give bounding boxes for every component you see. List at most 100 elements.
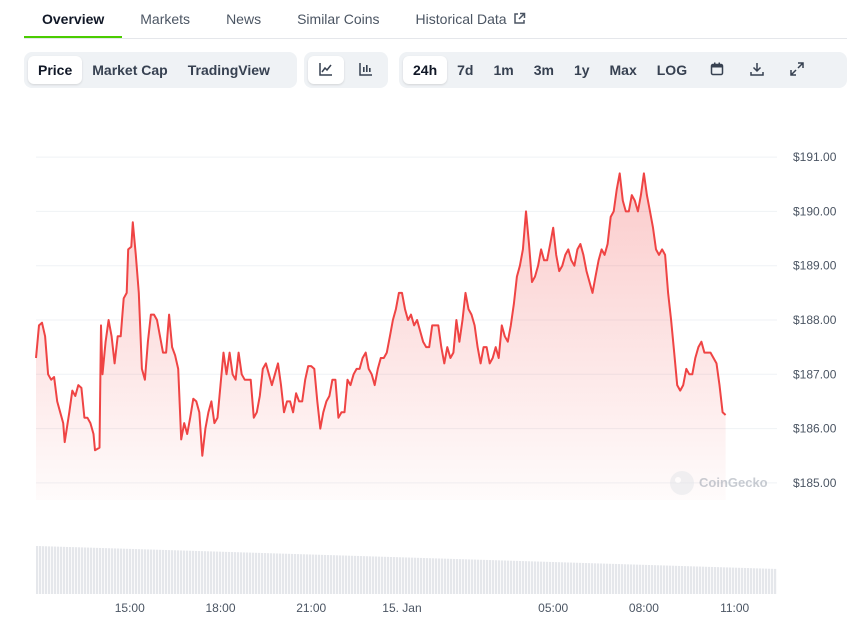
volume-bar [708, 566, 711, 594]
volume-bar [132, 548, 135, 594]
tradingview-view-button[interactable]: TradingView [187, 62, 270, 78]
volume-bar [264, 553, 267, 594]
tab-overview[interactable]: Overview [24, 0, 123, 38]
line-chart-button[interactable] [308, 56, 344, 84]
volume-bar [501, 560, 504, 594]
range-3m-button[interactable]: 3m [533, 62, 554, 78]
volume-bar [444, 558, 447, 594]
range-1m-button[interactable]: 1m [493, 62, 514, 78]
volume-bar [36, 546, 39, 594]
volume-bar [612, 563, 615, 594]
volume-bar [561, 562, 564, 594]
volume-bar [582, 562, 585, 594]
volume-bar [528, 561, 531, 594]
volume-bar [117, 548, 120, 594]
price-area [36, 173, 726, 500]
volume-bar [381, 556, 384, 594]
volume-bar [600, 563, 603, 594]
tab-markets-label: Markets [140, 10, 191, 27]
volume-bar [486, 559, 489, 594]
volume-bar [81, 547, 84, 594]
volume-bar [426, 558, 429, 594]
volume-bar [375, 556, 378, 594]
volume-bar [666, 565, 669, 594]
volume-bar [399, 557, 402, 594]
range-24h-button[interactable]: 24h [403, 56, 448, 84]
volume-bar [225, 551, 228, 594]
volume-bar [759, 568, 762, 594]
range-max-button[interactable]: Max [609, 62, 637, 78]
volume-bar [45, 546, 48, 594]
volume-bar [261, 552, 264, 594]
volume-bar [633, 564, 636, 594]
tab-historical-data[interactable]: Historical Data [398, 0, 544, 37]
tab-markets[interactable]: Markets [122, 0, 208, 37]
tab-news-label: News [226, 10, 262, 27]
volume-bar [174, 550, 177, 594]
volume-bar [114, 548, 117, 594]
volume-bar [156, 549, 159, 594]
volume-bar [378, 556, 381, 594]
volume-bar [753, 568, 756, 594]
tab-news[interactable]: News [208, 0, 279, 37]
price-view-button[interactable]: Price [28, 56, 83, 84]
volume-bar [555, 562, 558, 594]
volume-bar [60, 546, 63, 594]
tab-similar-coins[interactable]: Similar Coins [279, 0, 397, 37]
volume-bar [471, 559, 474, 594]
log-scale-button[interactable]: LOG [656, 62, 688, 78]
volume-bar [255, 552, 258, 594]
volume-bar [738, 567, 741, 594]
volume-bar [450, 558, 453, 594]
volume-bar [615, 563, 618, 594]
volume-bar [165, 550, 168, 594]
volume-bar [588, 563, 591, 594]
volume-bar [258, 552, 261, 594]
watermark-text: CoinGecko [699, 475, 768, 490]
candlestick-icon [358, 61, 374, 80]
y-tick-label: $186.00 [793, 422, 837, 436]
calendar-button[interactable] [697, 56, 737, 84]
volume-bar [384, 556, 387, 594]
volume-bar [423, 558, 426, 594]
volume-bar [513, 560, 516, 594]
volume-bar [39, 546, 42, 594]
volume-bar [489, 560, 492, 594]
volume-bar [606, 563, 609, 594]
volume-bar [369, 556, 372, 594]
volume-bar [447, 558, 450, 594]
volume-bar [567, 562, 570, 594]
volume-bar [663, 565, 666, 594]
volume-bar [540, 561, 543, 594]
candlestick-button[interactable] [348, 56, 384, 84]
volume-bar [675, 565, 678, 594]
volume-bar [360, 556, 363, 594]
volume-bar [111, 548, 114, 594]
volume-bar [90, 547, 93, 594]
x-tick-label: 11:00 [720, 601, 749, 615]
volume-bar [507, 560, 510, 594]
volume-bar [213, 551, 216, 594]
range-1y-button[interactable]: 1y [573, 62, 590, 78]
download-button[interactable] [737, 56, 777, 84]
volume-bar [654, 565, 657, 594]
price-chart[interactable]: $191.00 $190.00 $189.00 $188.00 $187.00 $186.… [0, 100, 847, 631]
expand-icon [790, 61, 804, 79]
volume-bar [246, 552, 249, 594]
volume-bar [99, 547, 102, 594]
volume-bar [750, 568, 753, 594]
tab-similar-coins-label: Similar Coins [297, 10, 380, 27]
volume-bar [273, 553, 276, 594]
volume-bar [330, 555, 333, 594]
volume-bar [282, 553, 285, 594]
volume-bar [483, 559, 486, 594]
volume-bar [537, 561, 540, 594]
fullscreen-button[interactable] [777, 56, 817, 84]
volume-bar [150, 549, 153, 594]
volume-bar [504, 560, 507, 594]
range-7d-button[interactable]: 7d [457, 62, 474, 78]
volume-bar [54, 546, 57, 594]
volume-bar [543, 561, 546, 594]
volume-bar [732, 567, 735, 594]
market-cap-view-button[interactable]: Market Cap [92, 62, 168, 78]
